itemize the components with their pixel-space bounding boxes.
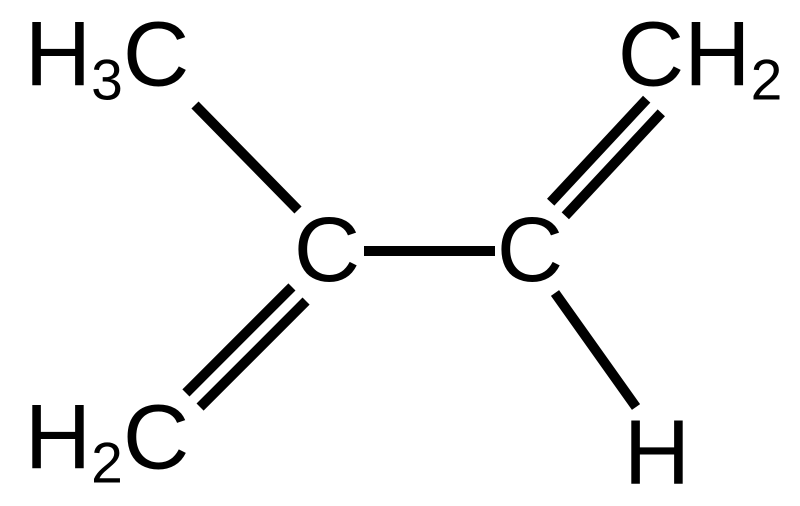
atom-ch2_ul: H2C (25, 391, 190, 492)
bond-c_left-ch2_ul (186, 287, 306, 407)
atom-h_br: H (624, 407, 690, 499)
atom-c_right: C (497, 204, 563, 296)
bond-c_right-h_br (555, 293, 636, 407)
bond-c_right-ch2_tr (551, 99, 662, 216)
atom-ch3: H3C (25, 8, 190, 109)
atom-ch2_tr: CH2 (618, 8, 783, 109)
bond-ch3-c_left (195, 105, 298, 210)
atom-c_left: C (294, 204, 360, 296)
